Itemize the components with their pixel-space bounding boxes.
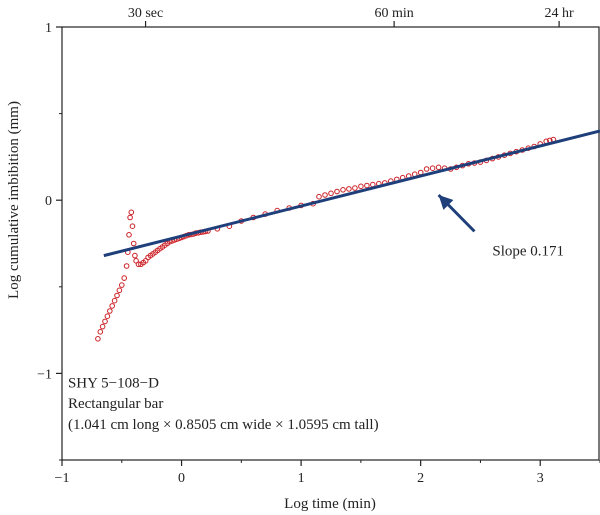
y-tick-label: −1 (37, 367, 52, 382)
data-point (119, 282, 125, 288)
data-point (135, 261, 142, 268)
top-tick-label: 60 min (374, 6, 413, 21)
data-point (127, 214, 133, 221)
data-point (104, 313, 111, 320)
data-point (346, 186, 352, 192)
data-point (358, 183, 364, 190)
top-tick-label: 24 hr (545, 6, 575, 21)
data-point (322, 192, 328, 198)
annotation-2: Rectangular bar (68, 396, 163, 412)
data-point (130, 240, 137, 247)
data-point (123, 263, 130, 269)
x-tick-label: 3 (537, 471, 544, 486)
regression-line (103, 129, 600, 258)
x-tick-label: −1 (55, 471, 70, 486)
data-point (429, 165, 436, 171)
y-axis-title: Log cumulative imbibition (mm) (6, 101, 22, 299)
top-tick-label: 30 sec (128, 6, 163, 21)
fit-line (103, 129, 600, 258)
data-point (132, 252, 138, 259)
data-point (109, 303, 115, 309)
data-point (128, 209, 135, 216)
data-point (107, 308, 113, 314)
data-point (121, 275, 127, 281)
data-point (423, 166, 430, 172)
data-point (111, 297, 118, 304)
x-axis-title: Log time (min) (284, 496, 376, 512)
data-point (328, 190, 334, 197)
annotation-1: SHY 5−108−D (68, 375, 159, 391)
data-point (99, 323, 106, 330)
x-tick-label: 2 (417, 471, 424, 486)
data-point (340, 187, 346, 193)
data-point (316, 193, 322, 200)
plot-frame (61, 26, 600, 461)
data-point (116, 287, 123, 294)
y-tick-label: 0 (45, 194, 52, 209)
data-point (352, 185, 358, 191)
annotations: Slope 0.171 SHY 5−108−D Rectangular bar (1.… (68, 193, 564, 433)
data-point (126, 232, 132, 238)
data-point (95, 336, 101, 342)
plot-border (61, 26, 600, 461)
data-point (334, 188, 340, 195)
slope-arrow-head (438, 195, 454, 210)
data-point (364, 182, 370, 189)
bottom-axis: −1 0 1 2 3 (55, 460, 600, 486)
x-tick-label: 0 (178, 471, 185, 486)
data-point (102, 318, 108, 325)
y-tick-label: 1 (45, 21, 52, 36)
data-point (435, 164, 442, 171)
data-point (97, 329, 104, 335)
top-axis: 30 sec 60 min 24 hr (128, 6, 574, 27)
annotation-3: (1.041 cm long × 0.8505 cm wide × 1.0595… (68, 417, 379, 433)
left-axis: −1 0 1 (37, 21, 62, 461)
data-point (114, 292, 120, 299)
data-point (129, 223, 136, 229)
annotation-0: Slope 0.171 (492, 244, 564, 260)
x-tick-label: 1 (298, 471, 305, 486)
